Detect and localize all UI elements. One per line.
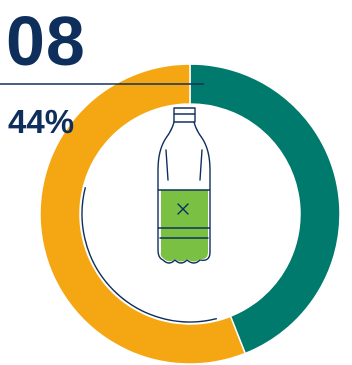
donut-segments [39,63,341,365]
plastic-bottle-icon [157,107,211,264]
percentage-label: 44% [8,103,75,140]
donut-segment-1 [189,63,341,355]
inner-ring-outline [81,186,218,323]
donut-segment-2 [39,63,247,365]
infographic-number: 08 [6,2,86,80]
